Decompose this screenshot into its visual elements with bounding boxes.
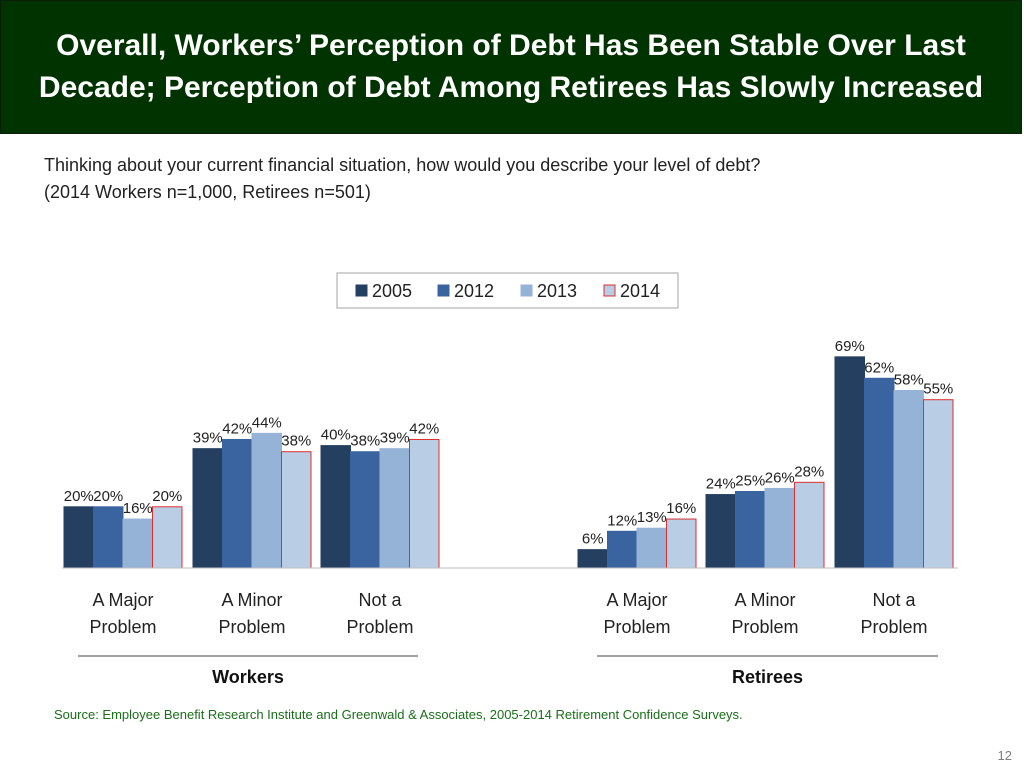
data-label: 69% <box>835 338 865 355</box>
title-line-1: Overall, Workers’ Perception of Debt Has… <box>56 29 966 62</box>
data-label: 39% <box>193 430 223 447</box>
bar-2014-0 <box>152 506 183 569</box>
question-text: Thinking about your current financial si… <box>44 155 761 175</box>
data-label: 12% <box>607 512 637 529</box>
x-tick-label: A Minor <box>734 590 795 610</box>
x-tick-label: Problem <box>218 617 285 637</box>
legend-swatch-2013 <box>520 284 533 297</box>
data-label: 24% <box>706 476 736 493</box>
x-tick-label: Not a <box>358 590 402 610</box>
bar-2013-2 <box>379 448 410 569</box>
data-label: 55% <box>923 381 953 398</box>
bar-2013-1 <box>251 432 282 569</box>
data-label: 20% <box>64 488 94 505</box>
title-line-2: Decade; Perception of Debt Among Retiree… <box>38 71 984 104</box>
group-label-retirees: Retirees <box>732 667 803 687</box>
data-label: 13% <box>637 509 667 526</box>
bar-2012-1 <box>222 438 253 569</box>
page-title: Overall, Workers’ Perception of Debt Has… <box>21 25 1001 109</box>
x-tick-label: A Major <box>92 590 153 610</box>
x-tick-label: Problem <box>860 617 927 637</box>
bar-2005-4 <box>705 494 736 569</box>
bar-2013-5 <box>893 390 924 569</box>
legend-label-2014: 2014 <box>620 281 660 301</box>
data-label: 20% <box>152 488 182 505</box>
data-label: 28% <box>794 463 824 480</box>
bar-2014-4 <box>794 481 825 569</box>
bar-2013-4 <box>764 487 795 569</box>
data-label: 20% <box>93 488 123 505</box>
bar-2014-2 <box>409 438 440 569</box>
chart-question: Thinking about your current financial si… <box>44 152 760 206</box>
legend-swatch-2005 <box>355 284 368 297</box>
data-label: 40% <box>321 427 351 444</box>
x-tick-label: Not a <box>872 590 916 610</box>
x-tick-label: A Minor <box>221 590 282 610</box>
data-label: 6% <box>582 531 604 548</box>
legend-swatch-2014 <box>603 284 616 297</box>
bar-2012-3 <box>607 530 638 569</box>
data-label: 44% <box>252 414 282 431</box>
data-label: 62% <box>864 359 894 376</box>
bar-2012-0 <box>93 506 124 569</box>
data-label: 38% <box>281 433 311 450</box>
data-label: 42% <box>222 420 252 437</box>
data-label: 39% <box>380 430 410 447</box>
x-tick-label: Problem <box>603 617 670 637</box>
x-tick-label: Problem <box>346 617 413 637</box>
x-tick-label: Problem <box>89 617 156 637</box>
legend-box <box>336 272 679 309</box>
legend-label-2005: 2005 <box>372 281 412 301</box>
bar-2013-3 <box>636 527 667 569</box>
legend-label-2012: 2012 <box>454 281 494 301</box>
sample-size-note: (2014 Workers n=1,000, Retirees n=501) <box>44 182 371 202</box>
bar-2005-1 <box>192 448 223 569</box>
legend-label-2013: 2013 <box>537 281 577 301</box>
data-label: 25% <box>735 473 765 490</box>
bar-2012-4 <box>735 491 766 569</box>
data-label: 26% <box>765 469 795 486</box>
data-label: 38% <box>350 433 380 450</box>
bar-2005-5 <box>834 356 865 569</box>
x-tick-label: Problem <box>731 617 798 637</box>
x-tick-label: A Major <box>606 590 667 610</box>
bar-2013-0 <box>122 518 153 569</box>
bar-2005-0 <box>63 506 94 569</box>
data-label: 16% <box>666 500 696 517</box>
data-label: 42% <box>409 420 439 437</box>
group-label-workers: Workers <box>212 667 284 687</box>
data-label: 58% <box>894 372 924 389</box>
bar-2012-2 <box>350 451 381 569</box>
bar-2012-5 <box>864 377 895 569</box>
page-number: 12 <box>997 748 1012 763</box>
bar-2014-5 <box>923 399 954 569</box>
source-note: Source: Employee Benefit Research Instit… <box>54 707 743 722</box>
data-label: 16% <box>123 500 153 517</box>
bar-2014-3 <box>666 518 697 569</box>
bar-2005-2 <box>320 445 351 569</box>
legend-swatch-2012 <box>437 284 450 297</box>
bar-2014-1 <box>281 451 312 569</box>
title-bar: Overall, Workers’ Perception of Debt Has… <box>0 0 1022 134</box>
bar-2005-3 <box>577 549 608 569</box>
